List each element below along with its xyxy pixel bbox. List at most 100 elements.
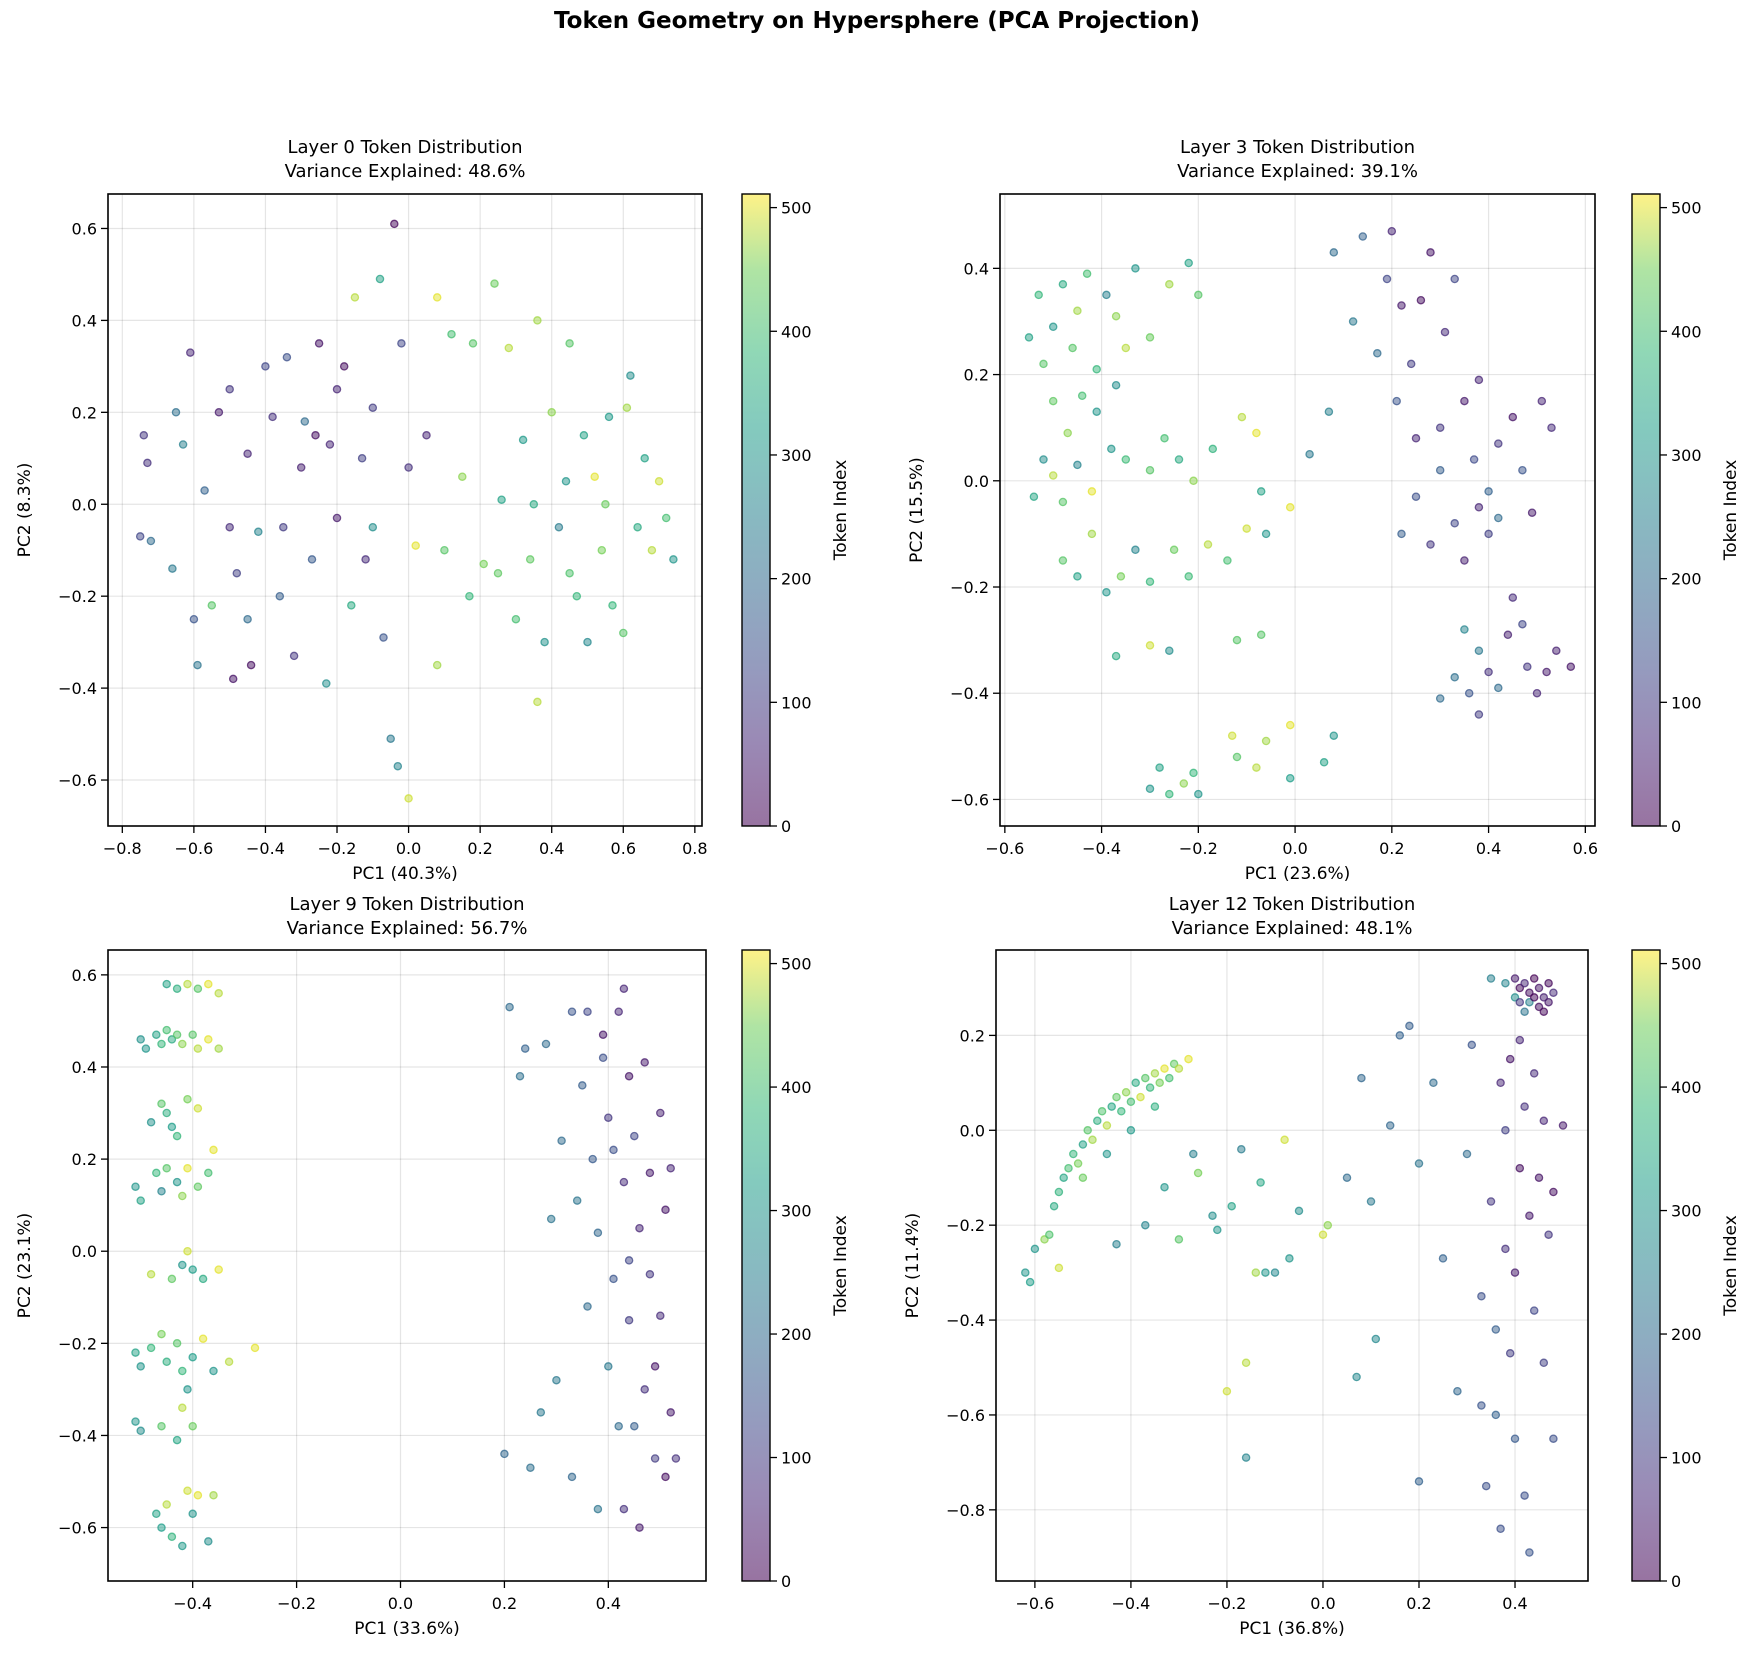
data-point	[361, 555, 370, 564]
data-point	[1450, 519, 1459, 528]
data-point	[1357, 1073, 1366, 1083]
data-point	[640, 1058, 649, 1067]
data-point	[1194, 789, 1203, 799]
data-point	[1058, 556, 1068, 565]
data-point	[604, 1113, 613, 1122]
data-point	[604, 412, 614, 422]
data-point	[162, 1025, 171, 1035]
data-point	[157, 1099, 166, 1109]
data-point	[1518, 619, 1527, 629]
colorbar-gradient	[1632, 194, 1660, 826]
data-point	[1232, 752, 1242, 762]
data-point	[583, 637, 592, 647]
y-tick-label: −0.6	[950, 790, 989, 809]
data-point	[490, 279, 499, 288]
x-tick-label: 0.0	[396, 839, 421, 858]
data-point	[1064, 1163, 1073, 1173]
data-point	[1414, 1159, 1424, 1168]
subplot-subtitle-line: Variance Explained: 48.6%	[284, 161, 526, 182]
data-point	[325, 440, 335, 449]
data-point	[146, 1118, 156, 1127]
data-point	[172, 1030, 182, 1039]
data-point	[1102, 1121, 1112, 1130]
data-point	[1024, 333, 1034, 342]
data-point	[1270, 1268, 1280, 1277]
data-point	[1294, 1206, 1304, 1216]
data-point	[254, 527, 263, 537]
data-point	[583, 1007, 592, 1016]
data-point	[1435, 465, 1445, 475]
data-point	[1537, 396, 1547, 406]
data-point	[1141, 1220, 1150, 1230]
data-point	[188, 1030, 197, 1039]
data-point	[1525, 1211, 1534, 1220]
data-point	[279, 522, 288, 532]
data-point	[1285, 773, 1295, 783]
data-point	[172, 1435, 182, 1445]
data-point	[172, 1131, 182, 1141]
data-point	[1160, 1064, 1169, 1073]
data-point	[619, 1504, 629, 1514]
data-point	[209, 1366, 218, 1376]
data-point	[1552, 646, 1561, 655]
data-point	[157, 1039, 166, 1049]
data-point	[626, 371, 635, 380]
colorbar-label: Token Index	[831, 460, 851, 562]
data-point	[332, 385, 342, 394]
data-point	[347, 601, 356, 610]
data-point	[1256, 630, 1266, 640]
x-tick-label: 0.0	[388, 1594, 413, 1613]
data-point	[143, 458, 152, 468]
colorbar: 0 100 200 300 400 500 Token Index	[741, 949, 851, 1591]
data-point	[1145, 784, 1155, 794]
data-point	[541, 1039, 551, 1049]
data-point	[1131, 545, 1140, 555]
data-point	[1045, 1230, 1054, 1239]
y-tick-label: −0.8	[946, 1501, 985, 1520]
axes-frame	[999, 193, 1596, 827]
data-point	[1494, 439, 1503, 448]
data-point	[131, 1182, 140, 1191]
data-point	[188, 1421, 197, 1431]
data-point	[645, 1168, 655, 1178]
subplot-subtitle-line: Variance Explained: 39.1%	[1177, 161, 1418, 182]
data-point	[1102, 290, 1111, 300]
data-point	[1542, 667, 1551, 677]
data-point	[228, 674, 238, 684]
data-point	[1184, 572, 1193, 581]
data-point	[1093, 1116, 1102, 1126]
x-tick-label: 0.6	[611, 839, 636, 858]
data-point	[1058, 280, 1068, 289]
data-point	[146, 536, 156, 546]
subplot-title-line: Layer 9 Token Distribution	[289, 894, 525, 915]
data-point	[1184, 1054, 1193, 1064]
data-point	[1048, 471, 1058, 480]
colorbar-tick-label: 500	[781, 199, 812, 218]
data-point	[200, 486, 209, 495]
data-point	[1549, 988, 1558, 997]
x-tick-label: −0.6	[174, 839, 213, 858]
colorbar-tick-label: 500	[1671, 199, 1702, 218]
data-point	[404, 463, 413, 472]
data-point	[1477, 1401, 1486, 1410]
data-point	[593, 1228, 603, 1238]
data-point	[1280, 1135, 1289, 1145]
data-point	[1174, 455, 1184, 464]
x-tick-label: 0.2	[1406, 1594, 1431, 1613]
x-axis-label: PC1 (40.3%)	[352, 864, 458, 884]
data-point	[350, 293, 360, 302]
data-point	[1174, 1064, 1184, 1073]
x-tick-label: −0.6	[1015, 1594, 1054, 1613]
data-point	[630, 1421, 639, 1431]
subplot-title-layer-9: Layer 9 Token Distribution Variance Expl…	[108, 893, 706, 941]
y-tick-label: 0.4	[72, 1058, 97, 1077]
data-point	[468, 339, 478, 348]
data-point	[465, 591, 474, 601]
data-point	[1501, 1244, 1510, 1254]
data-point	[1063, 428, 1072, 438]
data-point	[656, 1311, 665, 1320]
data-point	[1503, 630, 1513, 640]
data-point	[1414, 1477, 1424, 1486]
data-point	[645, 1270, 655, 1279]
data-point	[1112, 1239, 1121, 1249]
